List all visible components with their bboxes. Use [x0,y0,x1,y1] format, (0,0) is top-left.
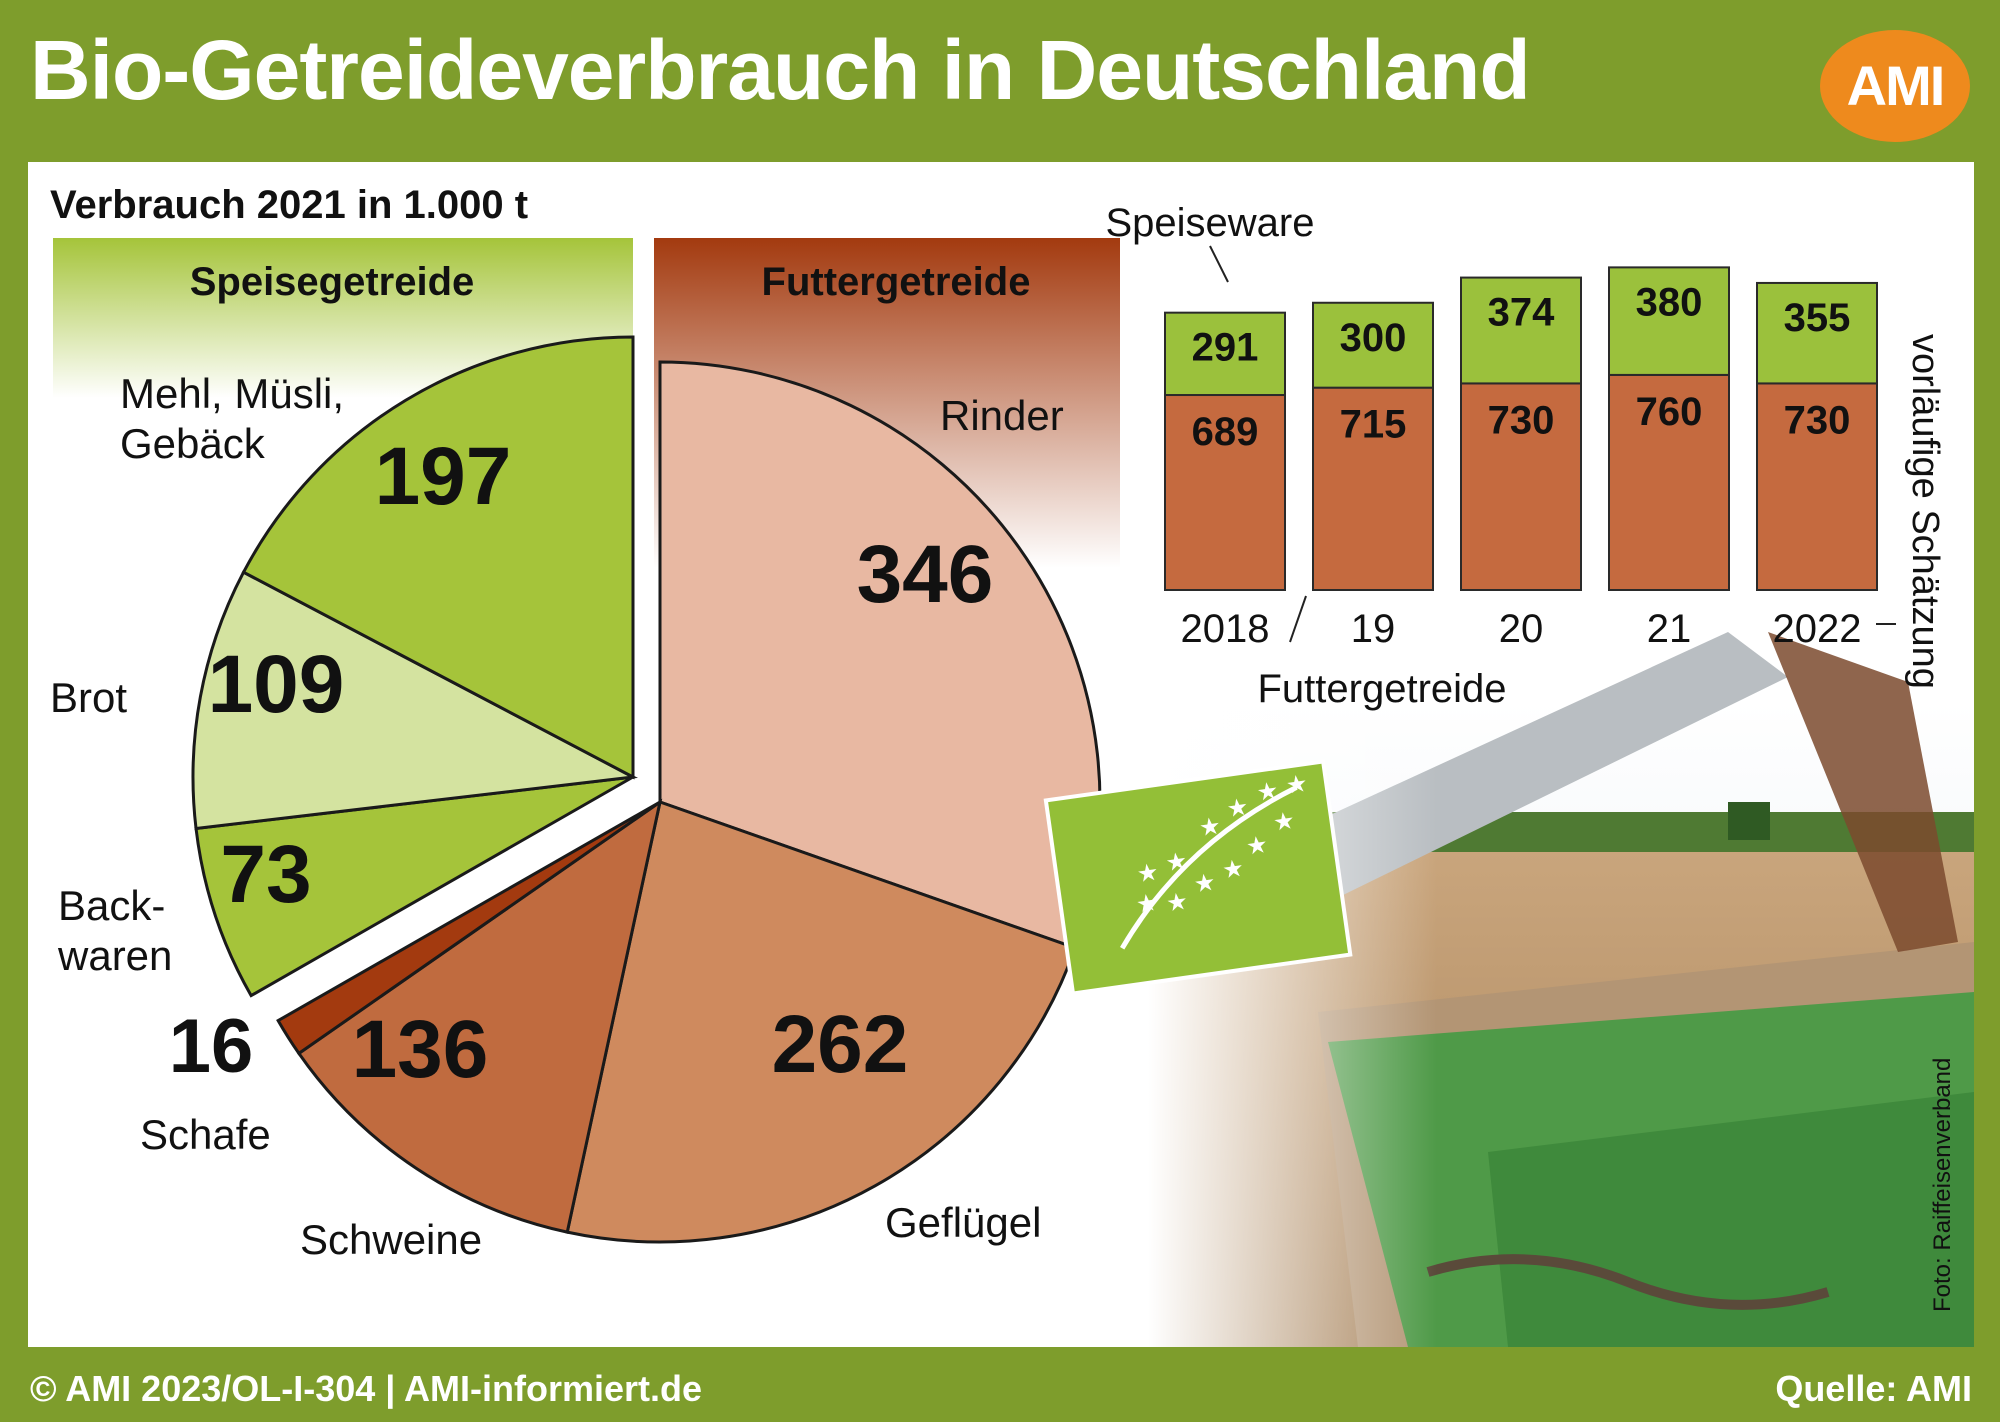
page-title: Bio-Getreideverbrauch in Deutschland [30,23,1531,117]
ami-logo-text: AMI [1846,54,1946,117]
futtergetreide-group-label: Futtergetreide [762,260,1031,304]
bar-speiseware-2022 [1756,281,1878,385]
slice-value-brot: 109 [208,639,345,730]
bar-category-label: 19 [1351,607,1396,651]
bar-futtergetreide-19 [1312,386,1434,591]
slice-label-backwaren-line2: waren [57,932,172,979]
bar-value-speiseware: 300 [1340,316,1407,360]
eu-star-icon: ★ [1255,776,1280,807]
slice-value-schafe: 16 [169,1004,254,1089]
annotation-vorlaeufige-schaetzung: vorläufige Schätzung [1904,334,1946,689]
bar-value-futtergetreide: 760 [1636,390,1703,434]
pie-slices [191,335,1102,1244]
bar-category-label: 2018 [1181,607,1270,651]
legend-futtergetreide-leader [1289,595,1307,643]
slice-label-mehl-line1: Mehl, Müsli, [120,370,344,417]
bar-chart: 291 689 2018 300 715 19 374 730 20 380 760 21 355 730… [1164,266,1878,651]
legend-futtergetreide: Futtergetreide [1257,667,1506,711]
eu-star-icon: ★ [1192,868,1217,899]
eu-star-icon: ★ [1244,830,1269,861]
eu-star-icon: ★ [1164,887,1189,918]
bar-value-speiseware: 374 [1488,291,1555,335]
slice-value-rinder: 346 [857,529,994,620]
slice-mehl-muesli-gebaeck [241,335,635,780]
bar-value-futtergetreide: 689 [1192,410,1259,454]
slice-label-mehl-line2: Gebäck [120,420,266,467]
slice-gefluegel [565,800,1078,1244]
slice-value-backwaren: 73 [220,829,311,920]
slice-label-schafe: Schafe [140,1111,271,1158]
eu-star-icon: ★ [1134,888,1159,919]
slice-label-schweine: Schweine [300,1216,482,1263]
slice-label-backwaren-line1: Back- [58,882,165,929]
eu-star-icon: ★ [1220,854,1245,885]
bar-value-futtergetreide: 715 [1340,403,1407,447]
slice-backwaren [194,775,634,998]
slice-schafe [276,800,661,1056]
bar-value-speiseware: 355 [1784,296,1851,340]
chart-panel: Verbrauch 2021 in 1.000 t Speisegetreide… [28,162,1974,1347]
bar-futtergetreide-21 [1608,373,1730,591]
eu-star-icon: ★ [1225,792,1250,823]
bar-category-label: 20 [1499,607,1544,651]
eu-star-icon: ★ [1164,846,1189,877]
bar-category-label: 2022 [1773,607,1862,651]
harvest-photo [1148,632,1974,1347]
bar-value-futtergetreide: 730 [1784,398,1851,442]
eu-organic-logo: ★★★★ ★★★ ★★ ★★ ★ [1043,759,1353,996]
bar-value-speiseware: 380 [1636,280,1703,324]
footer-copyright: © AMI 2023/OL-I-304 | AMI-informiert.de [30,1368,703,1409]
bar-value-futtergetreide: 730 [1488,398,1555,442]
pie-chart-title: Verbrauch 2021 in 1.000 t [50,183,528,227]
bar-speiseware-2018 [1164,311,1286,397]
speisegetreide-group-label: Speisegetreide [190,260,475,304]
bar-value-speiseware: 291 [1192,326,1259,370]
slice-schweine [296,798,663,1234]
slice-label-brot: Brot [50,674,127,721]
chart-svg: Verbrauch 2021 in 1.000 t Speisegetreide… [50,183,1974,1347]
ami-logo: AMI [1820,30,1970,142]
bar-speiseware-21 [1608,266,1730,376]
slice-label-rinder: Rinder [940,392,1064,439]
bar-speiseware-20 [1460,276,1582,385]
bar-futtergetreide-2018 [1164,394,1286,591]
legend-speiseware-leader [1209,245,1229,283]
eu-star-icon: ★ [1135,858,1160,889]
slice-value-gefluegel: 262 [772,999,909,1090]
photo-credit: Foto: Raiffeisenverband [1929,1058,1956,1312]
slice-value-schweine: 136 [352,1004,489,1095]
bar-futtergetreide-2022 [1756,382,1878,591]
eu-star-icon: ★ [1271,806,1296,837]
slice-brot [191,570,638,831]
eu-star-icon: ★ [1197,811,1222,842]
slice-label-gefluegel: Geflügel [885,1199,1041,1246]
bar-speiseware-19 [1312,301,1434,389]
bar-category-label: 21 [1647,607,1692,651]
legend-speiseware: Speiseware [1105,201,1314,245]
eu-logo-stars: ★★★★ ★★★ ★★ ★★ ★ [1134,769,1309,919]
slice-value-mehl: 197 [375,431,512,522]
footer-source: Quelle: AMI [1775,1368,1972,1409]
eu-star-icon: ★ [1284,769,1309,800]
